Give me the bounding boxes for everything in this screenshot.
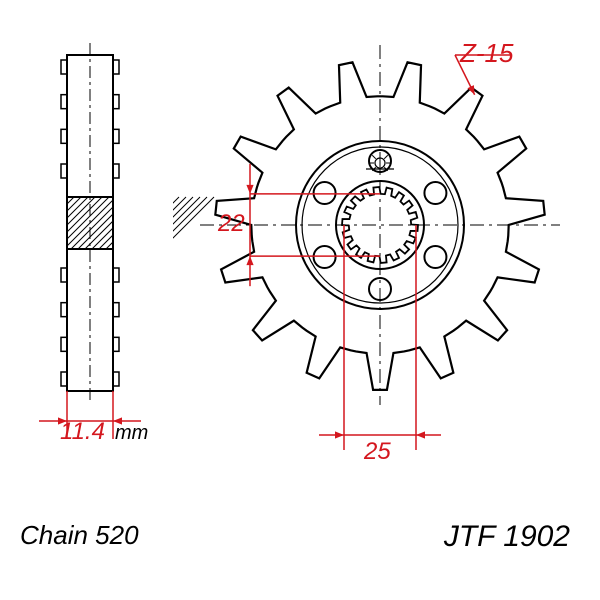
bolt-circle-label: 25 [364,438,391,466]
bore-inner-label: 22 [218,210,245,238]
part-number-label: JTF 1902 [444,520,570,554]
side-view [7,0,214,439]
teeth-count-label: Z-15 [460,38,513,69]
side-thickness-unit: mm [115,422,148,445]
side-thickness-value: 11.4 [60,418,105,446]
technical-drawing [0,0,600,600]
chain-spec-label: Chain 520 [20,520,139,551]
front-view [200,45,560,450]
